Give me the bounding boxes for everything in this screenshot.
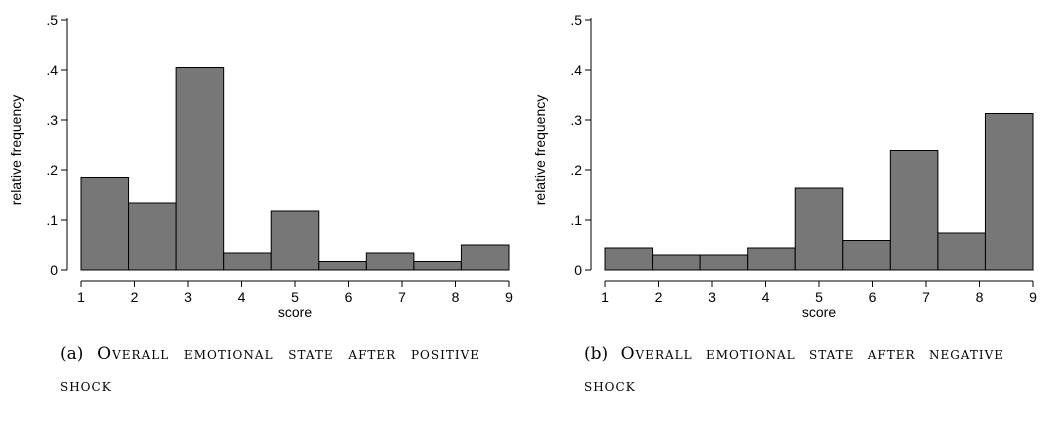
bar-score-6 bbox=[318, 261, 367, 271]
histogram-negative-shock: 0 .1 .2 .3 .4 .5 relative frequency 1 2 3 4 5 6 7 8 9 sc… bbox=[532, 12, 1037, 320]
x-tick-label: 3 bbox=[708, 289, 716, 305]
bar-score-5 bbox=[794, 187, 844, 271]
x-tick-label: 5 bbox=[815, 289, 823, 305]
y-tick-label: .5 bbox=[46, 12, 58, 28]
x-tick-label: 4 bbox=[762, 289, 770, 305]
bar-score-7 bbox=[889, 150, 939, 271]
x-tick-label: 7 bbox=[398, 289, 406, 305]
x-tick-label: 1 bbox=[77, 289, 85, 305]
x-tick-label: 7 bbox=[922, 289, 930, 305]
y-tick-label: .2 bbox=[570, 162, 582, 178]
caption-label: (b) bbox=[584, 344, 609, 364]
y-axis-title: relative frequency bbox=[8, 95, 24, 206]
bar-score-8 bbox=[937, 232, 986, 271]
caption-positive-shock: (a) Overall emotional state after positi… bbox=[60, 338, 480, 402]
bar-score-9 bbox=[984, 113, 1034, 271]
x-axis-title: score bbox=[278, 304, 312, 320]
caption-text: Overall emotional state after negative s… bbox=[584, 344, 1004, 396]
y-tick-label: .4 bbox=[46, 62, 58, 78]
y-axis-title: relative frequency bbox=[532, 95, 548, 206]
x-tick-label: 2 bbox=[655, 289, 663, 305]
bar-score-8 bbox=[413, 261, 462, 271]
bar-score-7 bbox=[365, 252, 415, 271]
x-axis-title: score bbox=[802, 304, 836, 320]
x-tick-label: 6 bbox=[869, 289, 877, 305]
histogram-positive-shock: 0 .1 .2 .3 .4 .5 relative frequency 1 2 3 4 5 6 7 8 9 sc… bbox=[8, 12, 513, 320]
bar-score-6 bbox=[842, 240, 891, 271]
x-tick-label: 1 bbox=[601, 289, 609, 305]
bar-score-2 bbox=[128, 202, 177, 271]
x-tick-label: 9 bbox=[1029, 289, 1037, 305]
x-tick-label: 5 bbox=[291, 289, 299, 305]
bar-score-2 bbox=[652, 254, 701, 271]
x-tick-label: 9 bbox=[505, 289, 513, 305]
bar-score-3 bbox=[699, 254, 749, 271]
y-tick-label: .4 bbox=[570, 62, 582, 78]
bar-score-4 bbox=[223, 252, 272, 271]
y-tick-label: .3 bbox=[46, 112, 58, 128]
y-tick-label: .1 bbox=[46, 212, 58, 228]
x-tick-label: 8 bbox=[452, 289, 460, 305]
bar-score-9 bbox=[460, 244, 510, 271]
bar-score-1 bbox=[80, 177, 130, 271]
y-tick-label: .3 bbox=[570, 112, 582, 128]
y-tick-label: .2 bbox=[46, 162, 58, 178]
x-tick-label: 6 bbox=[345, 289, 353, 305]
x-tick-label: 2 bbox=[131, 289, 139, 305]
bar-score-1 bbox=[604, 247, 654, 271]
bar-score-5 bbox=[270, 210, 320, 271]
y-tick-label: 0 bbox=[574, 262, 582, 278]
caption-label: (a) bbox=[60, 344, 84, 364]
bar-score-3 bbox=[175, 67, 225, 271]
x-tick-label: 4 bbox=[238, 289, 246, 305]
y-tick-label: .5 bbox=[570, 12, 582, 28]
y-tick-label: .1 bbox=[570, 212, 582, 228]
caption-text: Overall emotional state after positive s… bbox=[60, 344, 480, 396]
caption-negative-shock: (b) Overall emotional state after negati… bbox=[584, 338, 1004, 402]
y-tick-label: 0 bbox=[50, 262, 58, 278]
x-tick-label: 8 bbox=[976, 289, 984, 305]
x-tick-label: 3 bbox=[184, 289, 192, 305]
bar-score-4 bbox=[747, 247, 796, 271]
